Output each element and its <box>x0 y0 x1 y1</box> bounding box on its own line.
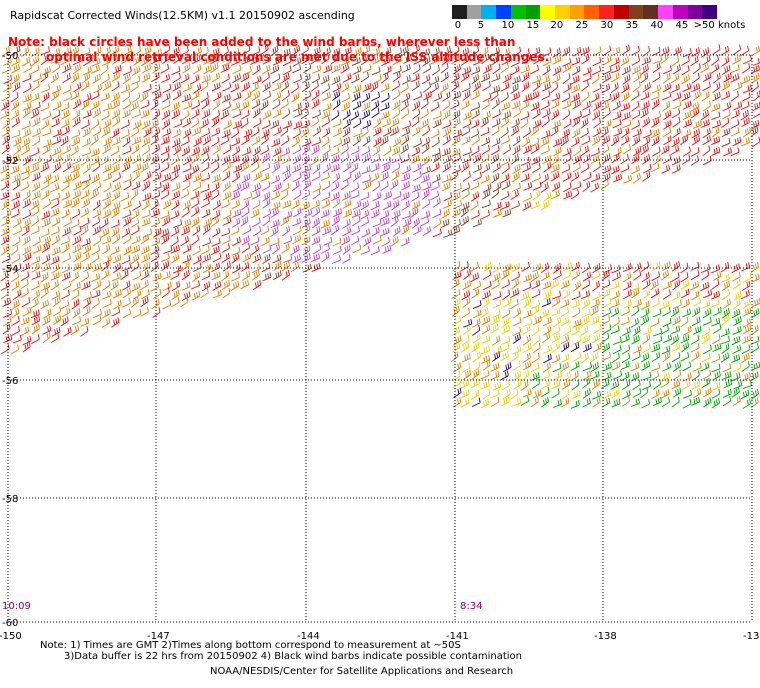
footer-credit: NOAA/NESDIS/Center for Satellite Applica… <box>210 666 514 677</box>
colorbar-segment <box>599 5 614 19</box>
lon-tick-label: -144 <box>297 631 320 642</box>
map-title: Rapidscat Corrected Winds(12.5KM) v1.1 2… <box>10 9 355 22</box>
colorbar-segment <box>584 5 600 19</box>
colorbar-segment <box>525 5 541 19</box>
colorbar-segment <box>510 5 526 19</box>
colorbar-segment <box>481 5 497 19</box>
lat-tick-label: -52 <box>2 156 18 167</box>
colorbar-segment <box>466 5 482 19</box>
footer-line-2: 3)Data buffer is 22 hrs from 20150902 4)… <box>64 651 522 662</box>
colorbar-segment <box>613 5 629 19</box>
time-label-left: 10:09 <box>2 601 31 612</box>
colorbar-segment <box>702 5 717 19</box>
note-text: Note: black circles have been added to t… <box>8 35 568 65</box>
lon-tick-label: -138 <box>594 631 617 642</box>
lon-tick-label: -150 <box>0 631 22 642</box>
colorbar-label: 10 <box>501 20 515 31</box>
colorbar-label: 25 <box>575 20 589 31</box>
note-line-1: Note: black circles have been added to t… <box>8 35 516 49</box>
wind-speed-colorbar <box>452 5 717 19</box>
footer-line-1: Note: 1) Times are GMT 2)Times along bot… <box>40 640 461 651</box>
colorbar-segment <box>452 5 467 19</box>
colorbar-label: 40 <box>650 20 664 31</box>
lat-lon-grid <box>7 54 753 623</box>
axis-ticks: -150 -147 -144 -141 -138 -135 -50 -52 -54 -56 -58 -… <box>0 51 760 642</box>
colorbar-label: 5 <box>477 20 485 31</box>
lat-tick-label: -56 <box>2 376 18 387</box>
colorbar-label: 15 <box>526 20 540 31</box>
lat-tick-label: -60 <box>2 618 18 629</box>
colorbar-segment <box>672 5 688 19</box>
lat-tick-label: -50 <box>2 51 18 62</box>
colorbar-label: 0 <box>454 20 462 31</box>
colorbar-segment <box>643 5 659 19</box>
colorbar-segment <box>540 5 556 19</box>
lon-tick-label: -147 <box>147 631 170 642</box>
time-label-right: 8:34 <box>460 601 482 612</box>
colorbar-segment <box>496 5 511 19</box>
wind-barbs-layer <box>0 44 760 409</box>
colorbar-segment <box>555 5 570 19</box>
colorbar-segment <box>658 5 673 19</box>
colorbar-label: 20 <box>550 20 564 31</box>
lon-tick-label: -135 <box>743 631 760 642</box>
lon-tick-label: -141 <box>446 631 469 642</box>
colorbar-label: 35 <box>625 20 639 31</box>
lat-tick-label: -54 <box>2 264 18 275</box>
colorbar-label: 30 <box>600 20 614 31</box>
colorbar-segment <box>628 5 644 19</box>
colorbar-labels: 0 5 10 15 20 25 30 35 40 45 >50 knots <box>452 20 760 34</box>
colorbar-segment <box>687 5 703 19</box>
colorbar-segment <box>569 5 585 19</box>
colorbar-label: 45 <box>675 20 689 31</box>
colorbar-label: >50 knots <box>693 20 746 31</box>
lat-tick-label: -58 <box>2 494 18 505</box>
note-line-2: optimal wind retrieval conditions are me… <box>46 50 550 64</box>
